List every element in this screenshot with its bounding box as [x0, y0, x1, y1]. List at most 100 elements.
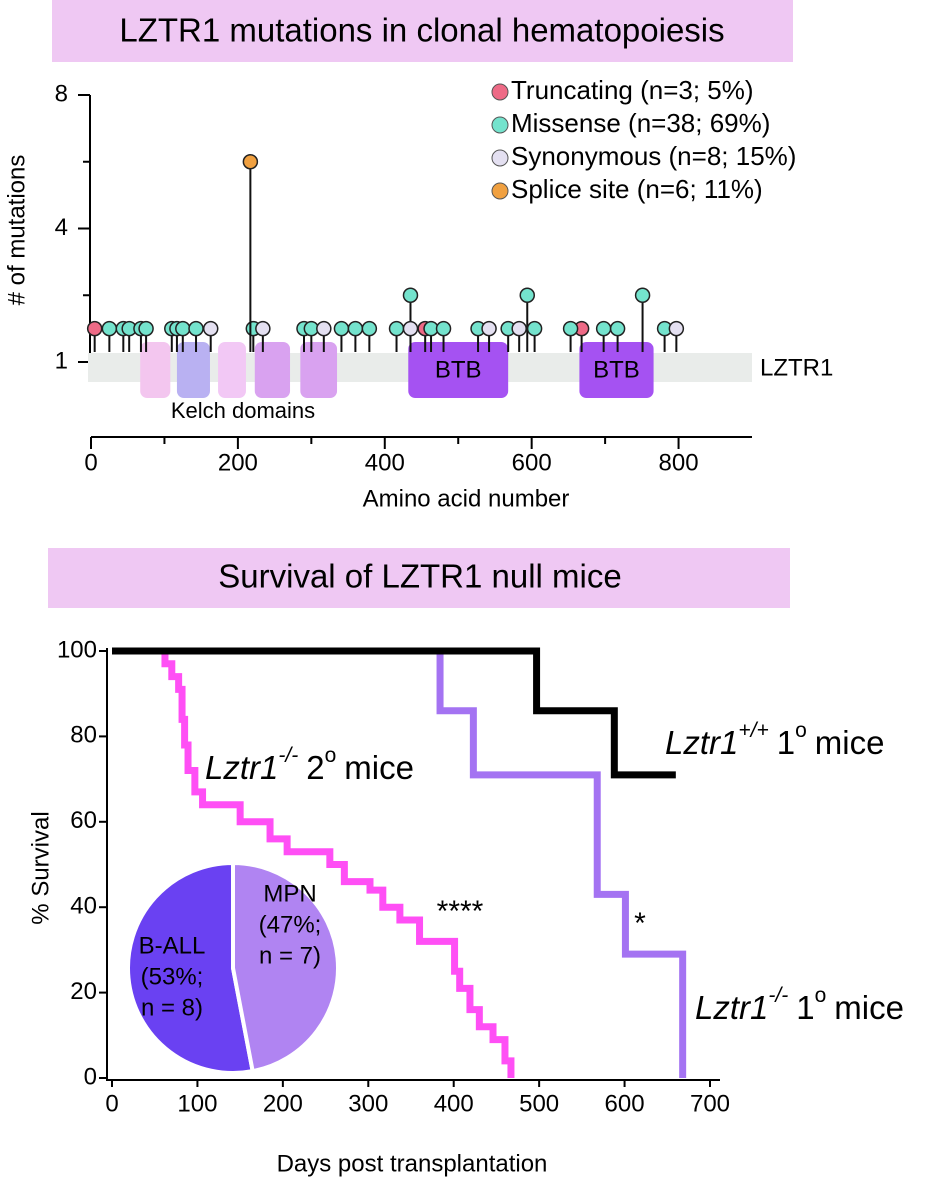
- title-box: [48, 548, 790, 608]
- chart-title: LZTR1 mutations in clonal hematopoiesis: [119, 12, 724, 49]
- domain-group-label: Kelch domains: [171, 398, 315, 423]
- lollipop-head: [255, 320, 271, 337]
- lollipop-head: [562, 320, 579, 337]
- x-tick-label: 400: [434, 1090, 474, 1117]
- domain: [254, 342, 291, 398]
- series-label: Lztr1+/+ 1o mice: [665, 719, 884, 761]
- y-tick-label: 1: [55, 347, 68, 374]
- title-box: [52, 0, 793, 62]
- x-tick-label: 500: [519, 1090, 559, 1117]
- series-label-part: +/+: [738, 719, 768, 742]
- lollipop-head: [402, 287, 419, 303]
- x-axis-label: Amino acid number: [363, 485, 570, 512]
- survival-curve: [112, 647, 687, 1078]
- legend-label: Synonymous (n=8; 15%): [511, 141, 796, 171]
- x-tick-label: 200: [218, 449, 258, 476]
- legend-label: Missense (n=38; 69%): [511, 108, 770, 138]
- series-label: Lztr1-/- 1o mice: [695, 984, 904, 1026]
- domain: [218, 342, 246, 398]
- survival-curve: [112, 647, 676, 779]
- domain-label: BTB: [593, 356, 640, 383]
- domain: [140, 342, 171, 398]
- lollipop-head: [316, 320, 332, 337]
- annotation: *: [634, 907, 646, 940]
- y-tick-label: 20: [70, 978, 97, 1005]
- lollipop-head: [388, 320, 405, 337]
- lollipop-head: [333, 320, 350, 337]
- protein-label: LZTR1: [760, 354, 833, 381]
- series-label-part: mice: [815, 724, 885, 761]
- y-tick-label: 0: [84, 1063, 97, 1090]
- series-label-part: Lztr1: [695, 989, 768, 1026]
- lollipop-head: [481, 320, 497, 337]
- annotation: ****: [437, 895, 484, 928]
- pie-label: (53%;: [141, 963, 204, 990]
- y-tick-label: 4: [55, 214, 68, 241]
- domain: [579, 342, 654, 398]
- x-tick-label: 600: [512, 449, 552, 476]
- series-label-part: Lztr1: [665, 724, 738, 761]
- lollipop-head: [361, 320, 378, 337]
- lollipop-head: [101, 320, 118, 337]
- series-label-part: 2: [306, 749, 324, 786]
- lollipop-head: [595, 320, 612, 337]
- lollipop-head: [175, 320, 191, 337]
- y-tick-label: 40: [70, 893, 97, 920]
- lollipop-head: [511, 320, 527, 337]
- pie-slice: [231, 860, 340, 1074]
- legend-label: Splice site (n=6; 11%): [511, 174, 763, 204]
- domain: [176, 342, 210, 398]
- domain: [408, 342, 509, 398]
- lollipop-head: [242, 154, 259, 170]
- series-label-part: Lztr1: [205, 749, 278, 786]
- y-tick-label: 60: [70, 807, 97, 834]
- legend-label: Truncating (n=3; 5%): [511, 75, 754, 105]
- series-label-part: o: [795, 719, 807, 742]
- series-label-part: 1: [796, 989, 814, 1026]
- pie-label: n = 7): [259, 942, 321, 969]
- lollipop-head: [668, 320, 685, 337]
- legend-marker: [491, 116, 509, 134]
- chart-title: Survival of LZTR1 null mice: [218, 558, 621, 595]
- lollipop-head: [138, 320, 154, 337]
- legend-marker: [491, 149, 509, 167]
- pie-label: MPN: [263, 880, 316, 907]
- lollipop-head: [609, 320, 626, 337]
- x-tick-label: 600: [605, 1090, 645, 1117]
- lollipop-head: [526, 320, 543, 337]
- y-tick-label: 8: [55, 80, 68, 107]
- series-label: Lztr1-/- 2o mice: [205, 744, 414, 786]
- y-tick-label: 80: [70, 722, 97, 749]
- legend-marker: [491, 83, 509, 101]
- y-axis-label: % Survival: [27, 811, 54, 924]
- x-axis-label: Days post transplantation: [277, 1150, 548, 1177]
- lollipop-head: [202, 320, 219, 337]
- x-tick-label: 200: [263, 1090, 303, 1117]
- domain-label: BTB: [435, 356, 482, 383]
- lollipop-head: [188, 320, 204, 337]
- series-label-part: 1: [777, 724, 795, 761]
- x-tick-label: 100: [177, 1090, 217, 1117]
- series-label-part: mice: [344, 749, 414, 786]
- series-label-part: -/-: [768, 984, 788, 1007]
- x-tick-label: 700: [690, 1090, 730, 1117]
- lollipop-head: [435, 320, 452, 337]
- survival-curve: [112, 647, 515, 1078]
- x-tick-label: 0: [105, 1090, 118, 1117]
- lollipop-head: [86, 320, 103, 337]
- series-label-part: -/-: [278, 744, 298, 767]
- series-label-part: o: [815, 984, 827, 1007]
- pie-label: B-ALL: [139, 932, 206, 959]
- lollipop-head: [402, 320, 419, 337]
- x-tick-label: 800: [659, 449, 699, 476]
- pie-label: n = 8): [141, 994, 203, 1021]
- legend-marker: [491, 182, 509, 200]
- domain: [300, 342, 338, 398]
- lollipop-head: [519, 287, 536, 303]
- y-tick-label: 100: [57, 636, 97, 663]
- lollipop-head: [347, 320, 364, 337]
- x-tick-label: 0: [84, 449, 97, 476]
- series-label-part: mice: [834, 989, 904, 1026]
- x-tick-label: 300: [348, 1090, 388, 1117]
